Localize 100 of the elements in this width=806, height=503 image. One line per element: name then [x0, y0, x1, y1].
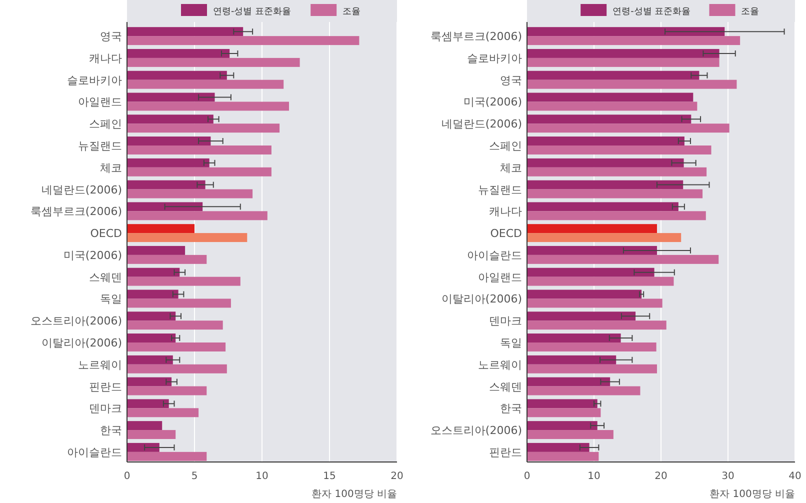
- bar: [127, 268, 180, 277]
- bar: [127, 48, 230, 58]
- bar: [127, 290, 178, 299]
- y-tick-label: 슬로바키아: [67, 74, 122, 87]
- bar: [127, 312, 176, 321]
- bar: [127, 442, 160, 452]
- bar: [127, 180, 206, 190]
- bar: [127, 276, 240, 286]
- bar: [127, 167, 272, 176]
- y-tick-label: 아이슬란드: [67, 446, 122, 459]
- bar: [527, 102, 698, 111]
- y-tick-label: 덴마크: [89, 402, 122, 416]
- bar: [527, 146, 712, 154]
- x-tick-label: 15: [323, 471, 336, 482]
- y-tick-label: 스페인: [489, 140, 522, 153]
- bar: [127, 224, 194, 234]
- bar: [127, 158, 210, 168]
- bar: [127, 246, 186, 255]
- y-tick-label: 독일: [100, 292, 122, 306]
- x-axis-title: 환자 100명당 비율: [312, 489, 397, 500]
- bar: [527, 254, 719, 264]
- bar: [127, 254, 207, 264]
- y-tick-label: 뉴질랜드: [78, 140, 122, 153]
- bar: [127, 70, 227, 80]
- y-tick-label: 캐나다: [89, 52, 122, 65]
- y-tick-label: 아일랜드: [78, 96, 122, 109]
- x-tick-label: 0: [124, 471, 130, 482]
- y-tick-label: 스웨덴: [489, 380, 522, 394]
- bar: [527, 36, 740, 46]
- bar: [127, 233, 248, 242]
- bar: [127, 342, 226, 352]
- bar: [527, 290, 642, 299]
- bar: [127, 124, 280, 133]
- y-tick-label: 노르웨이: [78, 358, 122, 372]
- y-tick-label: 미국(2006): [63, 248, 122, 262]
- bar: [127, 399, 169, 408]
- y-tick-label: 덴마크: [489, 314, 522, 328]
- bar: [527, 70, 700, 80]
- y-tick-label: 한국: [500, 402, 522, 416]
- y-tick-label: 이탈리아(2006): [441, 292, 522, 306]
- bar: [527, 136, 684, 146]
- bar: [527, 246, 657, 255]
- bar: [527, 399, 598, 408]
- bar: [527, 167, 707, 176]
- y-tick-label: 핀란드: [489, 446, 522, 459]
- x-tick-label: 40: [788, 471, 802, 482]
- bar: [527, 408, 601, 418]
- bar: [527, 298, 662, 308]
- bar: [127, 452, 207, 461]
- bar: [527, 180, 684, 190]
- bar: [527, 124, 730, 133]
- bar: [527, 342, 656, 352]
- bar: [127, 189, 253, 198]
- bar: [527, 430, 614, 440]
- legend-label: 조율: [342, 7, 361, 17]
- legend-label: 연령-성별 표준화율: [213, 7, 292, 17]
- y-tick-label: 슬로바키아: [467, 52, 522, 65]
- bar: [127, 146, 272, 154]
- bar: [527, 334, 621, 342]
- y-tick-label: 오스트리아(2006): [430, 424, 522, 438]
- y-tick-label: 오스트리아(2006): [30, 314, 122, 328]
- bar: [527, 268, 654, 277]
- x-axis-title: 환자 100명당 비율: [710, 489, 795, 500]
- y-tick-label: 핀란드: [89, 380, 122, 394]
- bar: [127, 211, 268, 220]
- x-tick-label: 0: [524, 471, 530, 482]
- bar: [527, 421, 598, 430]
- y-tick-label: OECD: [490, 227, 522, 240]
- bar: [527, 114, 692, 124]
- bar: [527, 276, 674, 286]
- bar: [127, 430, 176, 440]
- bar: [527, 442, 590, 452]
- y-tick-label: 네덜란드(2006): [441, 118, 522, 131]
- bar: [127, 364, 227, 374]
- bar: [127, 334, 176, 342]
- bar: [527, 312, 636, 321]
- y-tick-label: 체코: [500, 161, 522, 174]
- bar: [527, 48, 720, 58]
- y-tick-label: 룩셈부르크(2006): [430, 30, 522, 44]
- bar: [527, 202, 678, 212]
- bar: [127, 58, 300, 67]
- bar: [527, 452, 599, 461]
- y-tick-label: 영국: [500, 74, 522, 87]
- bar: [527, 211, 706, 220]
- bar: [127, 136, 211, 146]
- y-tick-label: 네덜란드(2006): [41, 183, 122, 196]
- bar: [527, 386, 640, 396]
- bar: [127, 408, 199, 418]
- x-tick-label: 10: [256, 471, 268, 482]
- bar: [127, 421, 162, 430]
- x-tick-label: 5: [191, 471, 198, 482]
- bar: [527, 377, 610, 386]
- legend-label: 조율: [741, 7, 760, 17]
- x-tick-label: 10: [588, 471, 600, 482]
- bar: [527, 233, 682, 242]
- legend-label: 연령-성별 표준화율: [612, 7, 691, 17]
- bar: [127, 114, 214, 124]
- bar: [527, 355, 616, 364]
- y-tick-label: OECD: [90, 227, 122, 240]
- bar: [527, 92, 694, 102]
